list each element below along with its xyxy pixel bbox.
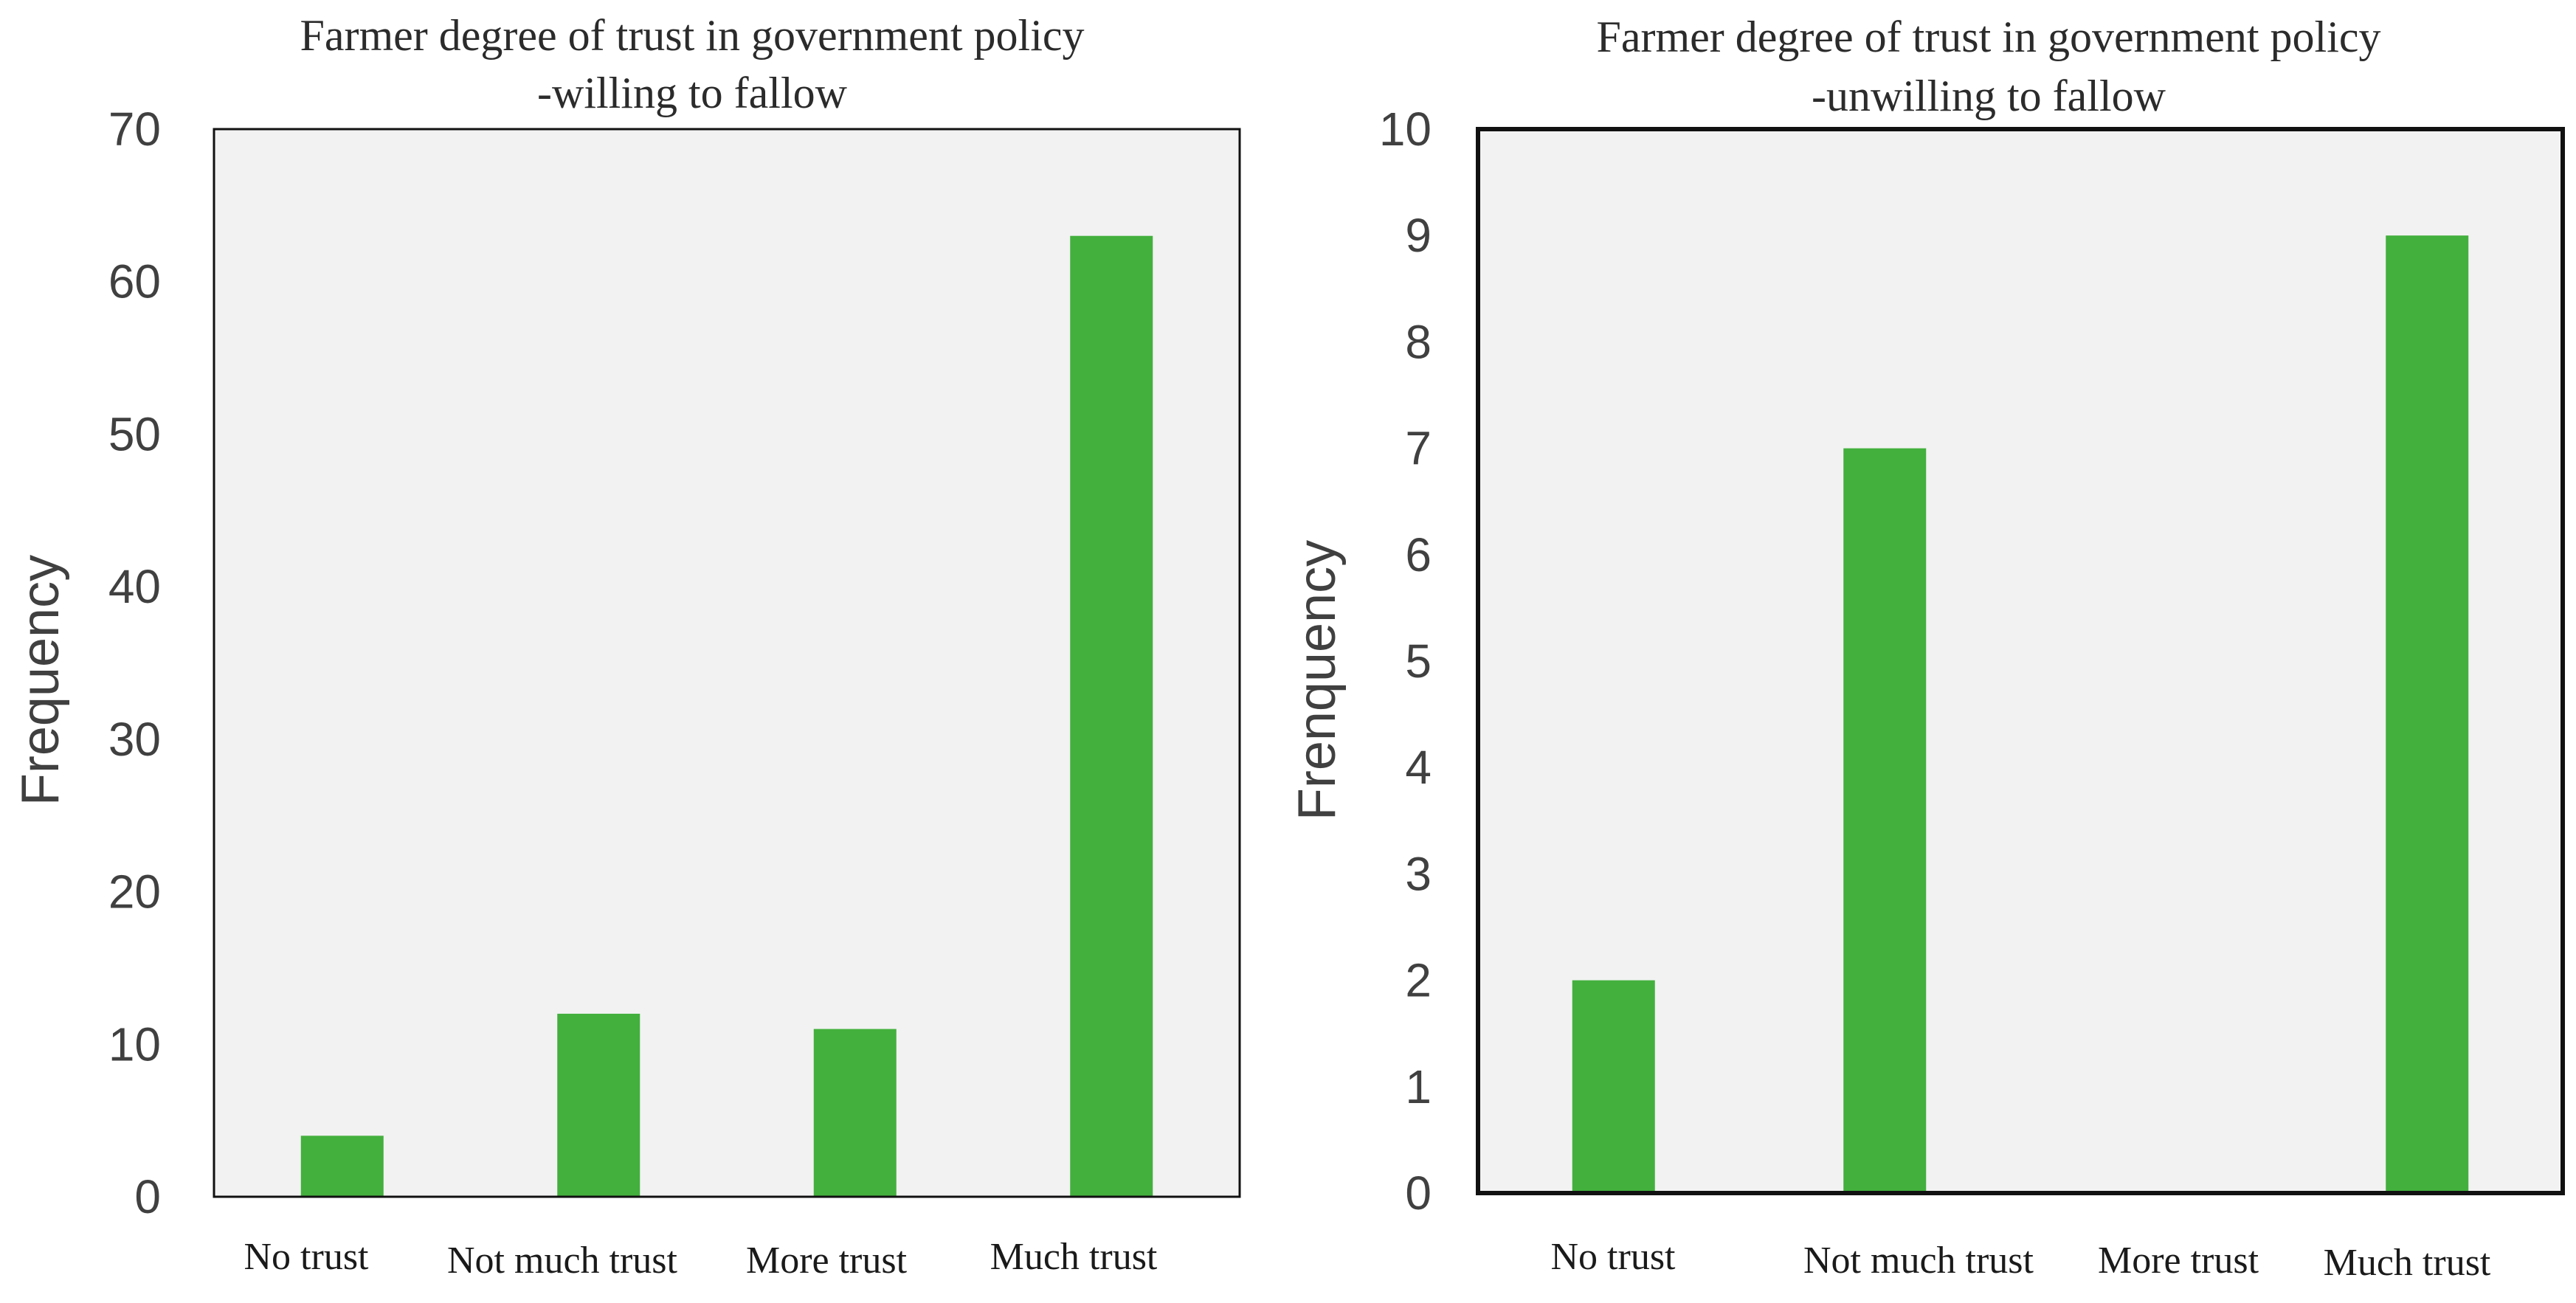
- y-tick-label: 0: [134, 1170, 161, 1223]
- y-tick-label: 10: [1379, 103, 1432, 156]
- y-tick-label: 10: [108, 1017, 161, 1071]
- bar-much-trust: [2386, 235, 2469, 1194]
- bar-no-trust: [300, 1136, 384, 1197]
- y-tick-label: 9: [1405, 209, 1432, 262]
- x-tick-label: No trust: [1551, 1236, 1677, 1278]
- y-tick-label: 30: [108, 713, 161, 766]
- chart-title-line-1: Farmer degree of trust in government pol…: [1596, 13, 2380, 61]
- y-tick-label: 2: [1405, 954, 1432, 1007]
- x-tick-label: Not much trust: [1803, 1240, 2034, 1282]
- x-tick-label: Not much trust: [447, 1240, 678, 1282]
- bar-not-much-trust: [557, 1013, 640, 1197]
- y-tick-label: 3: [1405, 847, 1432, 900]
- y-tick-label: 6: [1405, 528, 1432, 581]
- x-tick-label: Much trust: [2324, 1242, 2491, 1284]
- y-tick-label: 40: [108, 560, 161, 613]
- chart-unwilling-to-fallow: Farmer degree of trust in government pol…: [1288, 13, 2565, 1284]
- x-tick-label: Much trust: [990, 1236, 1158, 1278]
- bar-not-much-trust: [1843, 448, 1927, 1193]
- y-axis-title: Frequency: [11, 555, 70, 806]
- y-tick-label: 8: [1405, 315, 1432, 368]
- y-tick-label: 5: [1405, 635, 1432, 688]
- bar-no-trust: [1572, 980, 1655, 1193]
- x-tick-label: More trust: [2098, 1240, 2259, 1282]
- y-tick-label: 50: [108, 407, 161, 460]
- y-axis-title: Frenquency: [1288, 540, 1347, 820]
- y-tick-label: 70: [108, 103, 161, 156]
- bar-much-trust: [1070, 235, 1153, 1197]
- chart-title-line-2: -willing to fallow: [537, 69, 848, 117]
- y-tick-label: 1: [1405, 1060, 1432, 1113]
- y-tick-label: 20: [108, 865, 161, 919]
- plot-area: [213, 128, 1241, 1198]
- y-tick-label: 7: [1405, 422, 1432, 475]
- x-tick-label: No trust: [244, 1236, 370, 1278]
- bar-more-trust: [813, 1029, 897, 1197]
- plot-area: [1476, 127, 2565, 1195]
- chart-title-line-2: -unwilling to fallow: [1812, 72, 2166, 120]
- y-tick-label: 4: [1405, 741, 1432, 794]
- x-tick-label: More trust: [746, 1240, 908, 1282]
- y-tick-label: 0: [1405, 1167, 1432, 1220]
- y-tick-label: 60: [108, 255, 161, 308]
- chart-title-line-1: Farmer degree of trust in government pol…: [300, 11, 1084, 60]
- chart-willing-to-fallow: Farmer degree of trust in government pol…: [11, 11, 1241, 1282]
